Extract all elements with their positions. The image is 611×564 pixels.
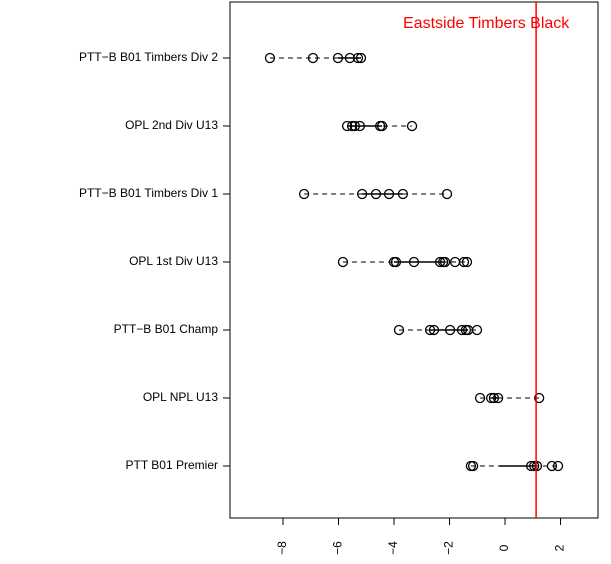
- point: [439, 256, 451, 268]
- point: [531, 460, 543, 472]
- point: [298, 188, 310, 200]
- y-tick-label: OPL NPL U13: [143, 390, 218, 404]
- point: [370, 188, 382, 200]
- point: [458, 256, 470, 268]
- point: [488, 392, 500, 404]
- point: [552, 460, 564, 472]
- point: [344, 52, 356, 64]
- point: [390, 256, 402, 268]
- point: [492, 392, 504, 404]
- point: [341, 120, 353, 132]
- point: [346, 120, 358, 132]
- point: [461, 256, 473, 268]
- point: [355, 52, 367, 64]
- point: [352, 52, 364, 64]
- reference-group: Eastside Timbers Black: [403, 2, 570, 518]
- point: [307, 52, 319, 64]
- x-tick-label: 0: [497, 544, 511, 551]
- point: [428, 324, 440, 336]
- y-tick-label: PTT−B B01 Timbers Div 1: [79, 186, 218, 200]
- point: [264, 52, 276, 64]
- point: [349, 120, 361, 132]
- point: [406, 120, 418, 132]
- point: [337, 256, 349, 268]
- y-tick-label: OPL 1st Div U13: [129, 254, 218, 268]
- point: [471, 324, 483, 336]
- point: [397, 188, 409, 200]
- point: [456, 324, 468, 336]
- point: [434, 256, 446, 268]
- point: [467, 460, 479, 472]
- x-tick-label: −2: [442, 541, 456, 555]
- y-tick-label: PTT B01 Premier: [126, 458, 218, 472]
- point: [444, 324, 456, 336]
- y-tick-label: PTT−B B01 Champ: [114, 322, 219, 336]
- point: [546, 460, 558, 472]
- y-tick-label: OPL 2nd Div U13: [125, 118, 218, 132]
- x-tick-label: −6: [331, 541, 345, 555]
- point: [441, 188, 453, 200]
- reference-label: Eastside Timbers Black: [403, 15, 570, 32]
- point: [332, 52, 344, 64]
- x-tick-label: −4: [386, 541, 400, 555]
- point: [356, 188, 368, 200]
- point: [376, 120, 388, 132]
- point: [354, 120, 366, 132]
- x-tick-label: 2: [553, 544, 567, 551]
- point: [474, 392, 486, 404]
- x-tick-label: −8: [275, 541, 289, 555]
- point: [529, 460, 540, 472]
- point: [408, 256, 420, 268]
- y-tick-label: PTT−B B01 Timbers Div 2: [79, 50, 218, 64]
- point: [534, 392, 545, 404]
- point: [486, 392, 497, 404]
- point: [424, 324, 436, 336]
- point: [393, 324, 405, 336]
- point: [383, 188, 395, 200]
- plot-frame: [229, 1, 599, 519]
